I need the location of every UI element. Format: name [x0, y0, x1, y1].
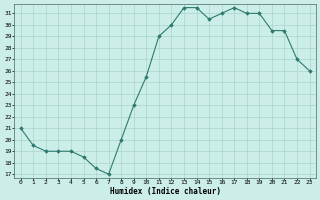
X-axis label: Humidex (Indice chaleur): Humidex (Indice chaleur)	[110, 187, 220, 196]
